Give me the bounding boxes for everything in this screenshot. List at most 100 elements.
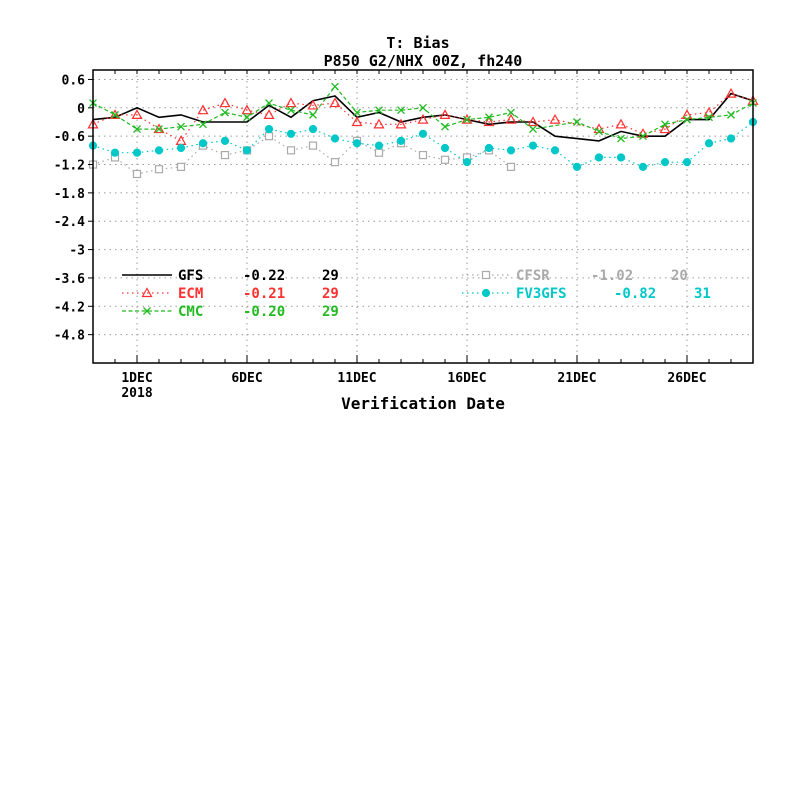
data-point-ecm bbox=[483, 116, 495, 127]
data-point-cfsr bbox=[286, 146, 296, 155]
legend-entry-cfsr: CFSR -1.02 20 bbox=[462, 268, 688, 284]
data-point-ecm bbox=[241, 104, 253, 115]
y-tick-label: -4.2 bbox=[54, 300, 85, 315]
data-point-cmc bbox=[595, 127, 603, 136]
legend-count-ecm: 29 bbox=[322, 286, 339, 302]
legend-count-gfs: 29 bbox=[322, 268, 339, 284]
x-marker-stroke bbox=[309, 110, 317, 119]
x-tick-label: 16DEC bbox=[447, 371, 486, 386]
x-marker-stroke bbox=[573, 118, 581, 126]
legend-name-gfs: GFS bbox=[178, 268, 203, 284]
x-marker-stroke bbox=[419, 103, 427, 112]
data-point-fv3gfs bbox=[528, 141, 538, 150]
data-point-cmc bbox=[463, 115, 471, 124]
x-marker-stroke bbox=[441, 122, 449, 131]
x-marker-stroke bbox=[155, 125, 163, 134]
data-point-cmc bbox=[683, 115, 691, 124]
data-point-fv3gfs bbox=[242, 146, 252, 155]
legend-name-fv3gfs: FV3GFS bbox=[516, 286, 567, 302]
legend-count-cmc: 29 bbox=[322, 304, 339, 320]
data-point-cmc bbox=[309, 110, 317, 119]
x-tick-label: 11DEC bbox=[337, 371, 376, 386]
legend-entry-fv3gfs: FV3GFS -0.82 31 bbox=[462, 286, 711, 302]
data-point-cmc bbox=[705, 113, 713, 122]
data-point-cmc bbox=[485, 113, 493, 122]
data-point-fv3gfs bbox=[132, 148, 142, 157]
x-tick-year-label: 2018 bbox=[121, 386, 152, 401]
data-point-ecm bbox=[131, 109, 143, 119]
data-point-cfsr bbox=[264, 132, 274, 141]
y-tick-label: 0 bbox=[77, 102, 85, 117]
data-point-fv3gfs bbox=[374, 141, 384, 150]
data-point-ecm bbox=[439, 109, 451, 119]
x-marker-stroke bbox=[705, 113, 713, 122]
data-point-ecm bbox=[329, 97, 341, 108]
x-marker-stroke bbox=[221, 108, 229, 117]
data-point-cmc bbox=[221, 108, 229, 117]
data-point-cmc bbox=[573, 118, 581, 126]
data-point-fv3gfs bbox=[286, 129, 296, 138]
data-point-fv3gfs bbox=[638, 162, 648, 171]
data-point-cmc bbox=[375, 106, 383, 115]
x-marker-stroke bbox=[265, 99, 273, 108]
y-tick-label: -0.6 bbox=[54, 130, 85, 145]
x-tick-label: 26DEC bbox=[667, 371, 706, 386]
legend-entry-gfs: GFS -0.22 29 bbox=[122, 268, 339, 284]
y-tick-label: -2.4 bbox=[54, 215, 85, 230]
data-point-ecm bbox=[549, 113, 561, 124]
data-point-ecm bbox=[351, 116, 363, 127]
data-point-fv3gfs bbox=[396, 136, 406, 145]
data-point-cmc bbox=[287, 106, 295, 115]
data-point-cmc bbox=[507, 108, 515, 117]
data-point-ecm bbox=[681, 109, 693, 119]
legend-mean-fv3gfs: -0.82 bbox=[614, 286, 656, 302]
y-tick-label: -3 bbox=[69, 244, 85, 259]
x-marker-stroke bbox=[397, 106, 405, 115]
legend-name-cfsr: CFSR bbox=[516, 268, 550, 284]
data-point-fv3gfs bbox=[308, 124, 318, 134]
data-point-cmc bbox=[617, 134, 625, 143]
data-point-fv3gfs bbox=[484, 143, 494, 153]
data-point-ecm bbox=[505, 113, 517, 124]
y-tick-label: -3.6 bbox=[54, 272, 85, 287]
y-axis: 0.6 0 -0.6 -1.2 -1.8 -2.4 -3 -3.6 -4.2 -4.8 bbox=[54, 73, 93, 344]
data-point-fv3gfs bbox=[660, 158, 670, 167]
data-point-cmc bbox=[529, 125, 537, 134]
data-point-fv3gfs bbox=[726, 134, 736, 143]
data-point-fv3gfs bbox=[330, 134, 340, 143]
y-tick-label: 0.6 bbox=[62, 73, 86, 88]
series-line-cfsr bbox=[92, 135, 512, 175]
data-point-ecm bbox=[219, 97, 231, 108]
data-point-ecm bbox=[109, 109, 121, 119]
legend-marker-cmc bbox=[143, 307, 151, 315]
x-marker-stroke bbox=[661, 120, 669, 129]
data-point-cfsr bbox=[154, 165, 164, 174]
legend-mean-ecm: -0.21 bbox=[243, 286, 285, 302]
data-point-cfsr bbox=[132, 169, 142, 179]
series-group bbox=[87, 82, 759, 179]
data-point-cmc bbox=[419, 103, 427, 112]
data-point-ecm bbox=[615, 118, 627, 129]
data-point-cmc bbox=[639, 132, 647, 141]
x-marker-stroke bbox=[507, 108, 515, 117]
x-marker-stroke bbox=[243, 113, 251, 122]
x-marker-stroke bbox=[133, 125, 141, 134]
x-marker-stroke bbox=[143, 307, 151, 315]
x-marker-stroke bbox=[595, 127, 603, 136]
data-point-cmc bbox=[441, 122, 449, 131]
data-point-fv3gfs bbox=[352, 139, 362, 148]
data-point-ecm bbox=[307, 99, 319, 110]
data-point-fv3gfs bbox=[594, 153, 604, 162]
legend-name-ecm: ECM bbox=[178, 286, 203, 302]
data-point-fv3gfs bbox=[176, 143, 186, 153]
data-point-fv3gfs bbox=[616, 153, 626, 162]
x-marker-stroke bbox=[287, 106, 295, 115]
y-tick-label: -1.8 bbox=[54, 187, 85, 202]
legend-mean-cmc: -0.20 bbox=[243, 304, 285, 320]
y-tick-label: -1.2 bbox=[54, 159, 85, 174]
data-point-fv3gfs bbox=[572, 162, 582, 171]
data-point-ecm bbox=[527, 116, 539, 127]
data-point-cmc bbox=[265, 99, 273, 108]
x-marker-stroke bbox=[199, 120, 207, 129]
